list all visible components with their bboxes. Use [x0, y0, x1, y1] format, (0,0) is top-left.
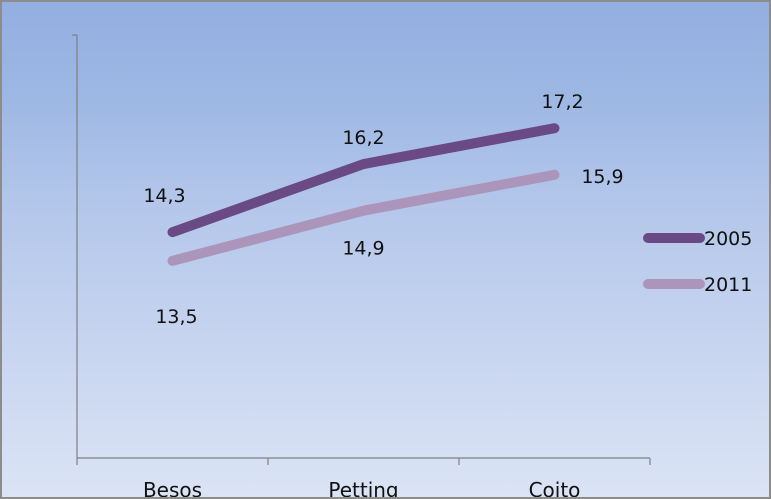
data-label-2011: 15,9: [581, 166, 623, 188]
data-label-2005: 16,2: [342, 127, 384, 149]
data-labels: 14,3 16,2 17,2 13,5 14,9 15,9: [143, 91, 623, 328]
x-axis-ticks: [72, 34, 651, 465]
series-line-2011: [167, 169, 560, 266]
data-label-2005: 14,3: [143, 185, 185, 207]
series-group: [167, 123, 560, 266]
legend: 2005 2011: [643, 228, 752, 296]
data-label-2011: 14,9: [342, 238, 384, 260]
x-tick-label: Besos: [143, 478, 202, 499]
legend-label-2005: 2005: [704, 228, 752, 250]
series-line-2005: [167, 123, 560, 238]
x-tick-label: Petting: [328, 478, 398, 499]
x-tick-label: Coito: [529, 478, 581, 499]
legend-label-2011: 2011: [704, 274, 752, 296]
x-axis-tick-labels: Besos Petting Coito: [143, 478, 581, 499]
data-label-2005: 17,2: [541, 91, 583, 113]
data-label-2011: 13,5: [155, 306, 197, 328]
